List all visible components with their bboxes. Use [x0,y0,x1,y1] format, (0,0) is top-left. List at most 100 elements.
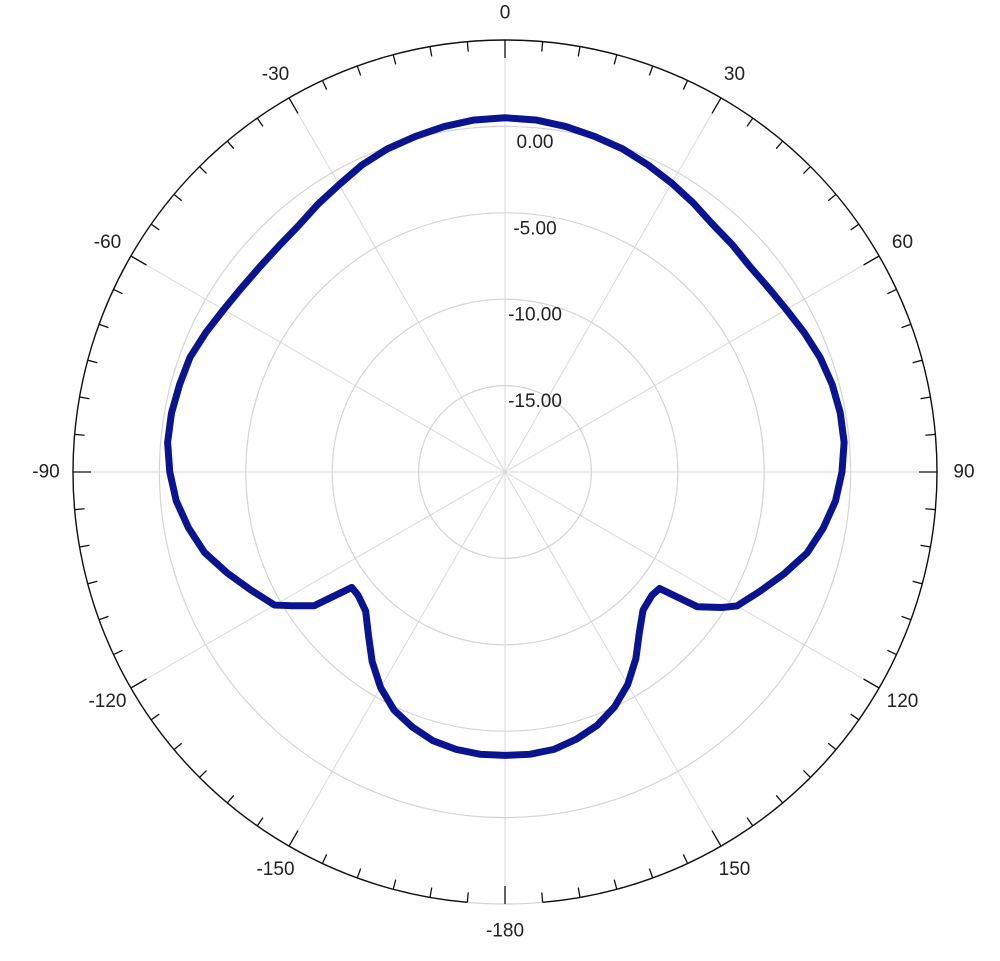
tick-mark [802,166,811,175]
angle-label: 0 [500,3,511,24]
spoke-line [130,471,506,689]
tick-mark [392,879,397,890]
angle-label: -60 [94,232,121,253]
ring-circle [245,212,765,732]
angle-label: -90 [32,462,59,483]
tick-mark [74,433,85,436]
tick-mark [541,41,544,52]
tick-mark [288,830,299,847]
tick-mark [775,794,784,804]
tick-mark [173,742,183,751]
tick-mark [901,323,912,329]
outer-tick-marks [72,39,938,904]
tick-mark [150,713,160,721]
radial-label: -5.00 [513,218,556,239]
tick-mark [775,140,784,150]
tick-mark [711,830,722,847]
tick-mark [711,97,722,114]
ring-circle [418,385,593,560]
radial-label: -10.00 [508,305,562,326]
tick-mark [802,769,811,778]
tick-mark [912,359,923,364]
tick-mark [925,508,936,511]
tick-mark [199,769,208,778]
angle-label: 150 [719,859,751,880]
tick-mark [887,649,897,656]
tick-mark [79,544,90,548]
tick-mark [356,65,362,76]
tick-mark [113,288,123,295]
tick-mark [429,887,433,898]
ring-circle [158,125,852,819]
tick-mark [392,54,397,65]
tick-mark [613,879,618,890]
spoke-line [504,471,722,847]
angle-label: 30 [724,64,745,85]
tick-mark [173,193,183,202]
radial-label: -15.00 [508,391,562,412]
tick-mark [577,46,581,57]
spoke-line [288,97,506,473]
tick-mark [827,742,837,751]
tick-mark [682,854,689,864]
tick-mark [912,580,923,585]
tick-mark [887,288,897,295]
tick-mark [746,117,754,127]
angle-label: 120 [887,691,919,712]
spoke-line [288,471,506,847]
tick-mark [150,223,160,231]
spoke-line [130,255,506,473]
angle-label: -120 [88,691,126,712]
tick-mark [321,80,328,90]
tick-mark [925,433,936,436]
tick-mark [130,255,147,266]
tick-mark [79,396,90,400]
angle-label: -150 [256,859,294,880]
angle-label: 60 [892,232,913,253]
tick-mark [648,65,654,76]
tick-mark [98,615,109,621]
tick-mark [920,396,931,400]
angle-label: -30 [262,64,289,85]
tick-mark [98,323,109,329]
tick-mark [648,868,654,879]
tick-mark [321,854,328,864]
tick-mark [682,80,689,90]
tick-mark [577,887,581,898]
tick-mark [356,868,362,879]
tick-mark [541,892,544,903]
series-layer [164,114,848,759]
tick-mark [901,615,912,621]
radiation-pattern-line [164,114,848,759]
radial-label: 0.00 [517,132,554,153]
tick-mark [920,544,931,548]
angle-label: -180 [486,921,524,942]
tick-mark [850,223,860,231]
tick-mark [87,580,98,585]
tick-mark [429,46,433,57]
angle-label: 90 [953,462,974,483]
tick-mark [226,794,235,804]
angle-labels: 0 30 60 90 120 150 -180 -150 -120 -90 -60 -30 [32,3,974,942]
tick-mark [256,117,264,127]
tick-mark [863,255,880,266]
tick-mark [863,678,880,689]
tick-mark [113,649,123,656]
tick-mark [466,892,469,903]
tick-mark [288,97,299,114]
spoke-line [504,97,722,473]
tick-mark [466,41,469,52]
tick-mark [87,359,98,364]
tick-mark [613,54,618,65]
tick-mark [850,713,860,721]
ring-circle [331,298,679,646]
tick-mark [130,678,147,689]
tick-mark [256,817,264,827]
tick-mark [74,508,85,511]
tick-mark [226,140,235,150]
spoke-line [504,471,880,689]
radial-labels: 0.00 -5.00 -10.00 -15.00 [508,132,562,412]
spoke-line [504,255,880,473]
tick-mark [746,817,754,827]
